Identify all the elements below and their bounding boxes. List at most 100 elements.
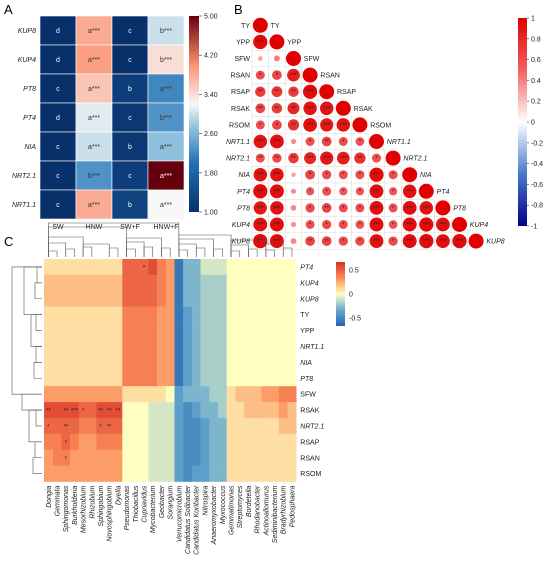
heatmap-cell bbox=[104, 322, 114, 339]
heatmap-cell bbox=[226, 449, 236, 466]
heatmap-cell bbox=[244, 386, 253, 403]
heatmap-cell bbox=[165, 402, 175, 419]
col-label-SW-F: SW+F bbox=[120, 224, 140, 231]
heatmap-cell bbox=[139, 290, 149, 307]
col-label-Candidatus-Koribacter: Candidatus Koribacter bbox=[194, 485, 201, 555]
dendrogram-branch bbox=[48, 226, 127, 257]
heatmap-cell bbox=[147, 44, 185, 75]
diag-label-TY: TY bbox=[271, 23, 280, 30]
heatmap-cell bbox=[261, 354, 271, 371]
corr-significance: * bbox=[309, 140, 312, 146]
heatmap-cell bbox=[218, 402, 227, 419]
corr-circle bbox=[321, 203, 332, 213]
heatmap-cell bbox=[39, 131, 77, 162]
heatmap-cell bbox=[44, 322, 53, 339]
heatmap-cell bbox=[39, 15, 77, 46]
significance-star: *** bbox=[71, 409, 79, 415]
heatmap-cell bbox=[165, 274, 175, 291]
colorbar-tick-label: 0 bbox=[531, 120, 535, 127]
corr-circle bbox=[369, 217, 384, 232]
panel-c-clustered-heatmap: PT4 KUP4 KUP8 TY YPP NRT1.1 NIA PT8 SFW RSAK NRT2.… bbox=[11, 222, 361, 555]
corr-significance: * bbox=[342, 239, 345, 245]
heatmap-cell bbox=[183, 386, 193, 403]
heatmap-cell bbox=[261, 386, 271, 403]
heatmap-cell bbox=[270, 418, 280, 435]
dendrogram-branch bbox=[230, 250, 241, 257]
heatmap-cell bbox=[78, 274, 88, 291]
col-label-Dongia: Dongia bbox=[46, 485, 53, 507]
heatmap-cell bbox=[70, 290, 79, 307]
heatmap-cell bbox=[270, 306, 280, 323]
heatmap-cell bbox=[191, 465, 201, 482]
heatmap-cell bbox=[113, 322, 123, 339]
corr-significance: ** bbox=[258, 156, 263, 162]
corr-significance: * bbox=[392, 189, 395, 195]
cell-label: a*** bbox=[88, 115, 100, 122]
corr-significance: * bbox=[276, 73, 279, 79]
heatmap-cell bbox=[70, 338, 79, 355]
corr-circle bbox=[269, 234, 284, 249]
dendrogram-branch bbox=[265, 249, 275, 257]
heatmap-cell bbox=[131, 402, 140, 419]
row-label-PT4: PT4 bbox=[23, 115, 36, 122]
heatmap-cell bbox=[200, 354, 210, 371]
heatmap-cell bbox=[104, 449, 114, 466]
corr-circle-diagonal bbox=[402, 167, 418, 183]
corr-circle bbox=[355, 220, 365, 229]
heatmap-cell bbox=[96, 290, 106, 307]
heatmap-cell bbox=[96, 402, 106, 419]
corr-significance: ** bbox=[324, 206, 329, 212]
heatmap-cell bbox=[39, 189, 77, 220]
heatmap-cell bbox=[252, 418, 262, 435]
heatmap-cell bbox=[157, 433, 166, 450]
heatmap-cell bbox=[70, 433, 79, 450]
heatmap-cell bbox=[191, 386, 201, 403]
corr-circle-diagonal bbox=[435, 200, 451, 216]
cell-label: c bbox=[128, 115, 132, 122]
heatmap-cell bbox=[148, 274, 158, 291]
corr-circle bbox=[402, 234, 417, 249]
corr-circle bbox=[319, 101, 334, 116]
corr-significance: *** bbox=[323, 123, 331, 129]
heatmap-cell bbox=[139, 449, 149, 466]
corr-significance: *** bbox=[273, 173, 281, 179]
heatmap-cell bbox=[261, 402, 271, 419]
heatmap-cell bbox=[174, 322, 184, 339]
corr-circle bbox=[253, 217, 268, 232]
heatmap-cell bbox=[174, 274, 184, 291]
corr-circle bbox=[336, 151, 350, 165]
heatmap-cell bbox=[278, 449, 288, 466]
heatmap-cell bbox=[139, 259, 149, 276]
heatmap-cell bbox=[200, 322, 210, 339]
row-label-NRT2-1: NRT2.1 bbox=[300, 423, 324, 430]
corr-significance: * bbox=[309, 173, 312, 179]
heatmap-cell bbox=[226, 465, 236, 482]
heatmap-cell bbox=[75, 44, 113, 75]
corr-circle-diagonal bbox=[369, 134, 384, 149]
heatmap-cell bbox=[78, 402, 88, 419]
heatmap-cell bbox=[235, 290, 245, 307]
heatmap-cell bbox=[270, 370, 280, 387]
heatmap-cell bbox=[96, 418, 106, 435]
cell-label: c bbox=[128, 173, 132, 180]
dendrogram-branch bbox=[248, 248, 258, 257]
cell-label: b bbox=[128, 144, 132, 151]
heatmap-cell bbox=[191, 449, 201, 466]
diag-label-KUP4: KUP4 bbox=[470, 222, 488, 229]
heatmap-cell bbox=[252, 290, 262, 307]
corr-significance: * bbox=[342, 206, 345, 212]
corr-significance: * bbox=[342, 140, 345, 146]
heatmap-cell bbox=[191, 354, 201, 371]
corr-circle bbox=[338, 220, 348, 229]
heatmap-cell bbox=[200, 306, 210, 323]
heatmap-cell bbox=[113, 402, 123, 419]
heatmap-cell bbox=[261, 433, 271, 450]
diag-label-NRT1-1: NRT1.1 bbox=[387, 139, 411, 146]
significance-star: * bbox=[99, 424, 102, 430]
cell-label: d bbox=[56, 115, 60, 122]
heatmap-cell bbox=[252, 354, 262, 371]
corr-significance: ** bbox=[324, 140, 329, 146]
corr-circle-diagonal bbox=[302, 67, 318, 83]
diag-label-NRT2-1: NRT2.1 bbox=[403, 156, 427, 163]
